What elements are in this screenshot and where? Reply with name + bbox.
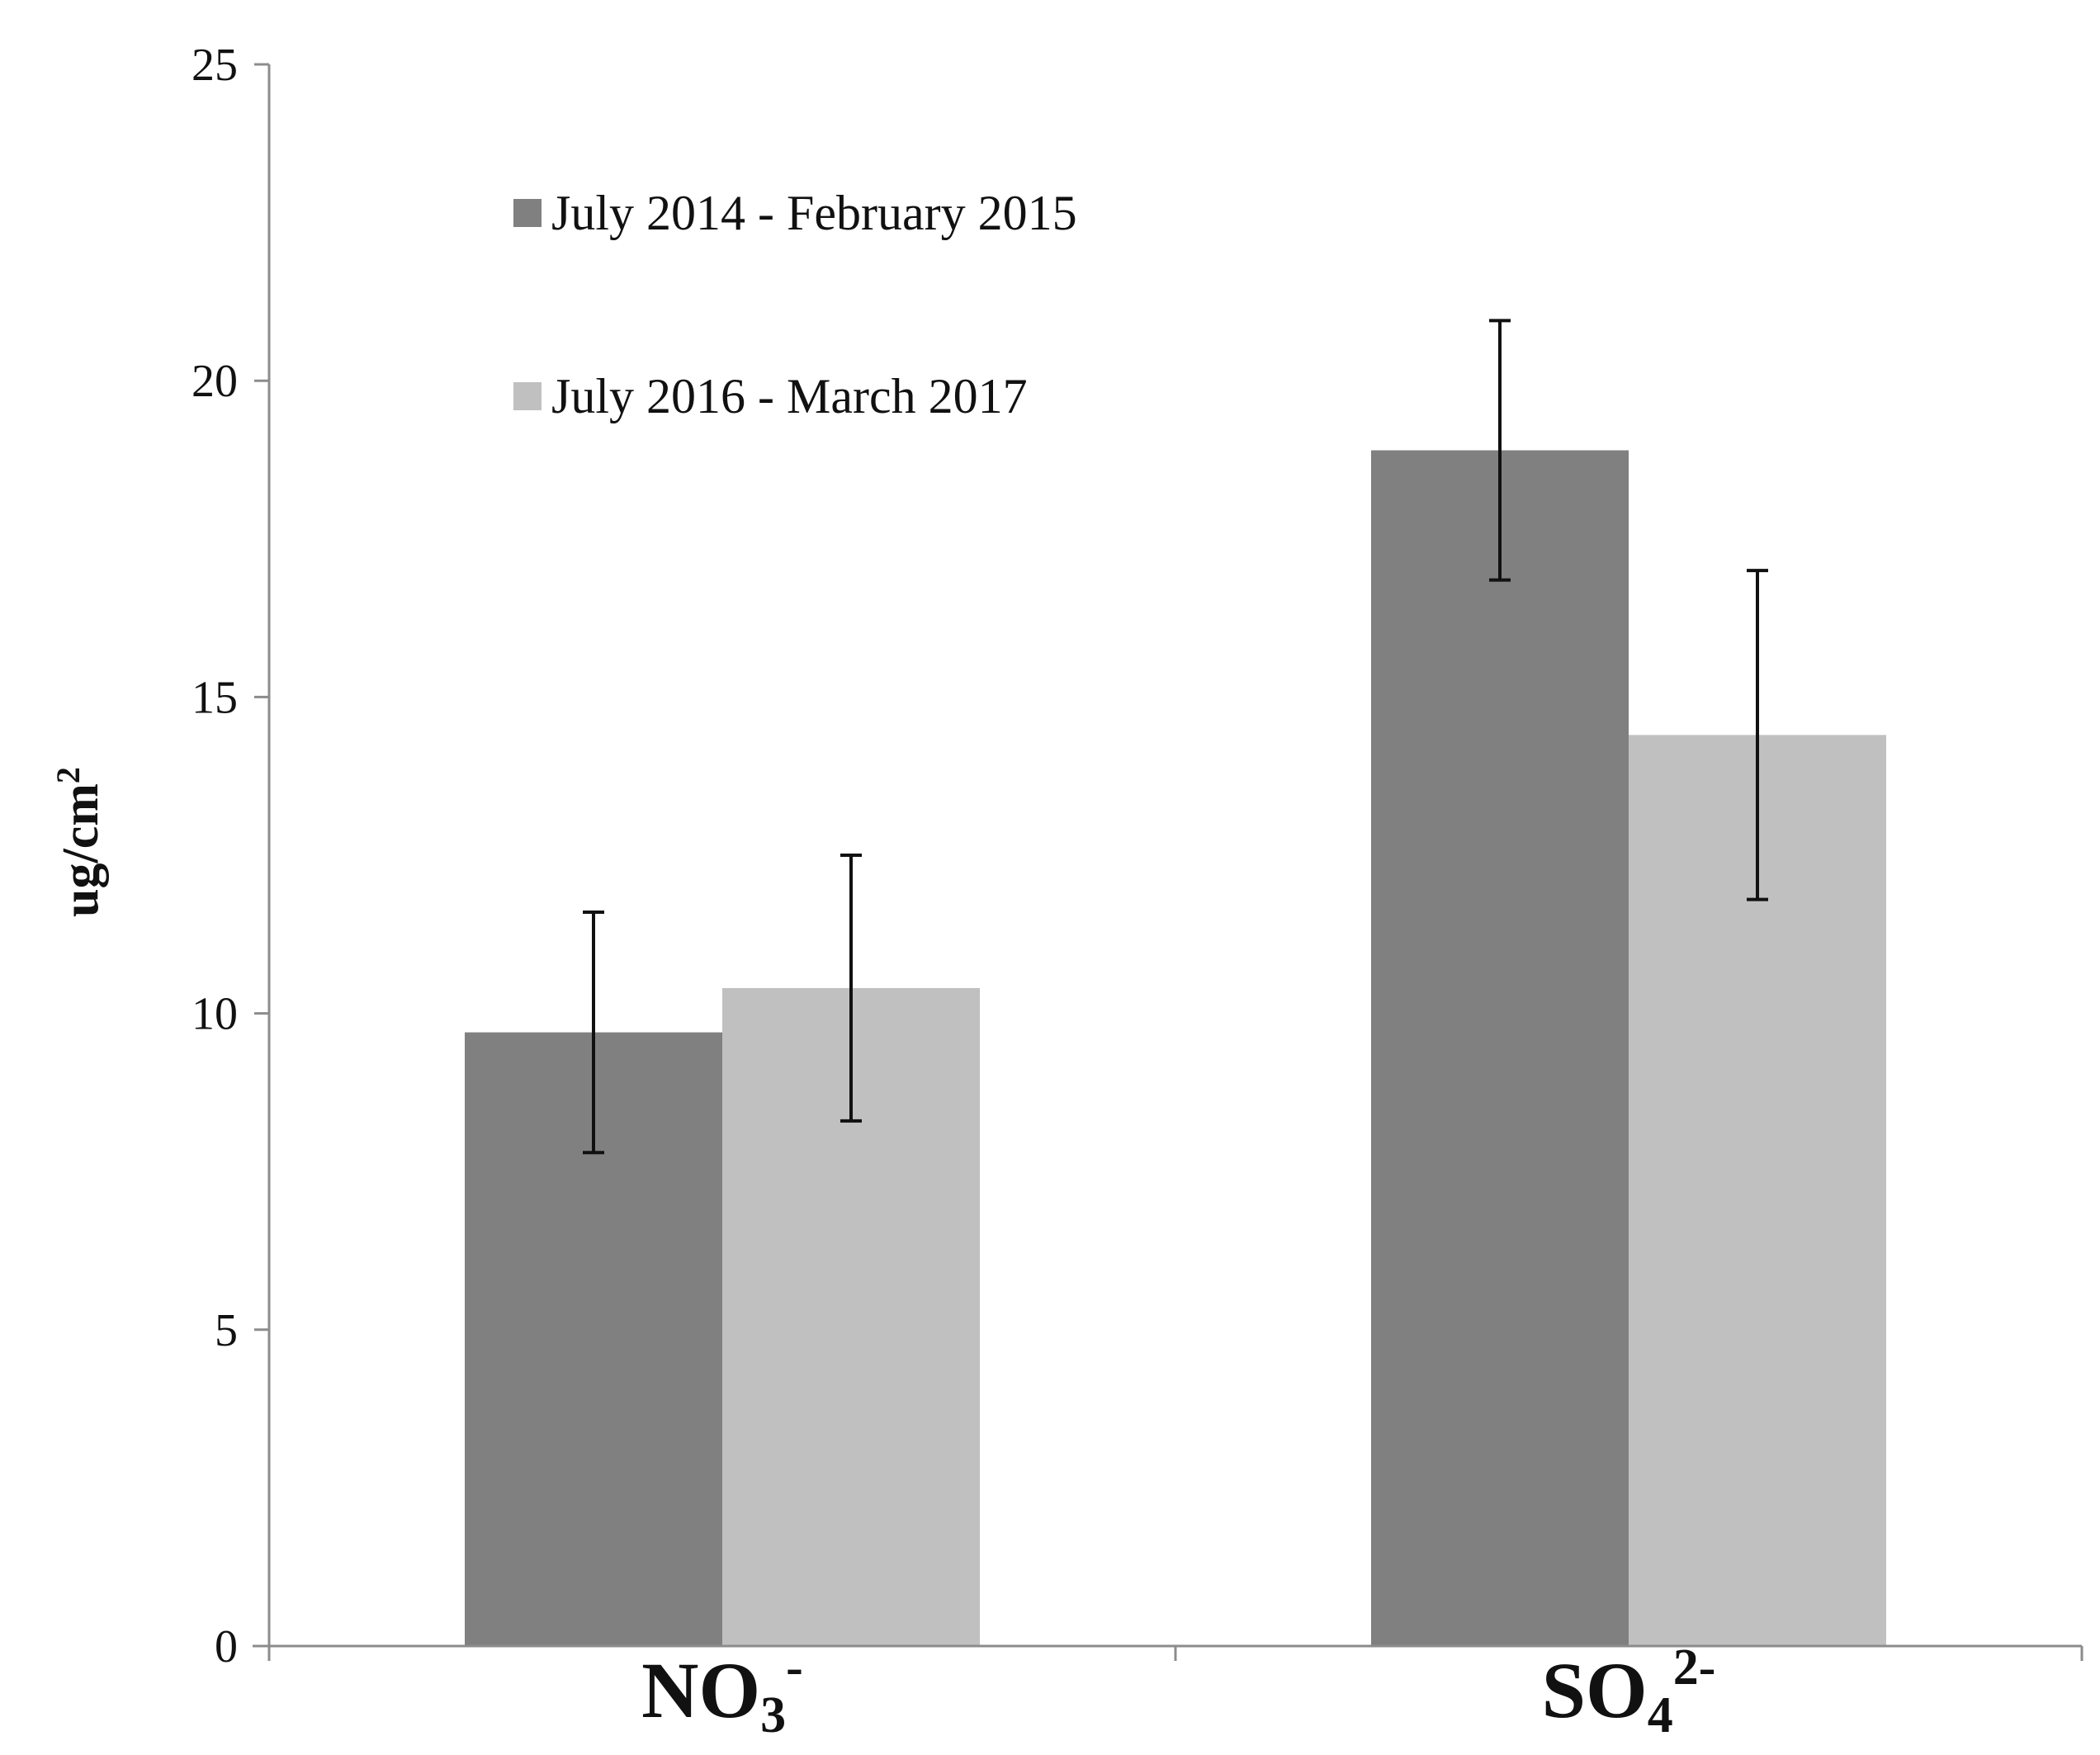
legend: July 2014 - February 2015 July 2016 - Mar… bbox=[513, 186, 1077, 423]
y-tick-label-3: 15 bbox=[192, 672, 238, 723]
y-tick-label-4: 20 bbox=[192, 356, 238, 407]
y-tick-label-5: 25 bbox=[192, 40, 238, 91]
y-tick-label-2: 10 bbox=[192, 989, 238, 1040]
bars-group bbox=[465, 450, 1886, 1646]
bar-1-0 bbox=[1371, 450, 1629, 1646]
y-axis-title-sup: 2 bbox=[50, 767, 87, 783]
legend-swatch-0 bbox=[513, 199, 542, 227]
error-bars-group bbox=[583, 319, 1768, 1155]
y-tick-label-0: 0 bbox=[215, 1621, 238, 1672]
category-label-0: NO3- bbox=[641, 1639, 803, 1743]
legend-label-0: July 2014 - February 2015 bbox=[551, 186, 1077, 240]
y-axis-title-base: ug/cm bbox=[53, 783, 109, 917]
y-axis-title: ug/cm2 bbox=[50, 767, 109, 917]
legend-swatch-1 bbox=[513, 382, 542, 410]
y-tick-label-1: 5 bbox=[215, 1305, 238, 1356]
category-label-1: SO42- bbox=[1542, 1639, 1716, 1743]
axes-group: 0 5 10 15 20 25 NO3- SO42- bbox=[192, 40, 2083, 1743]
legend-label-1: July 2016 - March 2017 bbox=[551, 369, 1028, 423]
